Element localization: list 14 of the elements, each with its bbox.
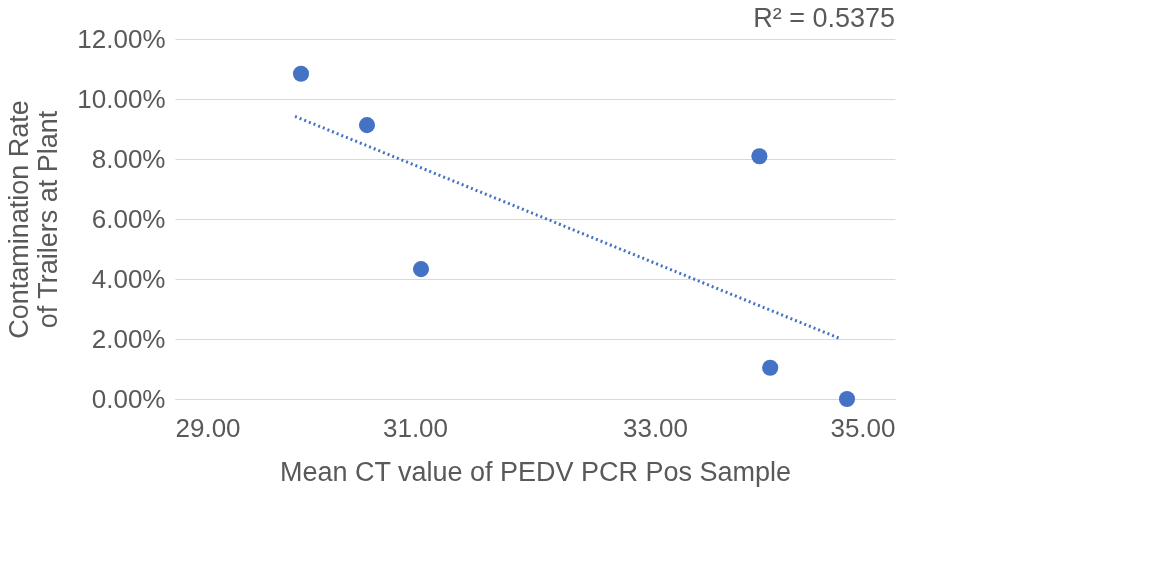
x-tick-label: 31.00 (382, 412, 449, 443)
x-tick-label: 33.00 (622, 412, 689, 443)
y-tick-label: 6.00% (91, 203, 166, 234)
x-tick-label: 35.00 (830, 412, 896, 443)
y-tick-label: 4.00% (91, 263, 166, 294)
x-axis-title: Mean CT value of PEDV PCR Pos Sample (279, 456, 792, 487)
y-axis-title: Contamination Rate of Trailers at Plant (4, 100, 64, 339)
y-tick-label: 0.00% (91, 383, 166, 414)
text: R² = 0.5375 (753, 3, 895, 33)
y-tick-label: 10.00% (77, 83, 166, 114)
y-tick-label: 2.00% (91, 323, 166, 354)
y-tick-label: 12.00% (77, 23, 166, 54)
x-tick-label: 29.00 (175, 412, 241, 443)
y-tick-label: 8.00% (91, 143, 166, 174)
